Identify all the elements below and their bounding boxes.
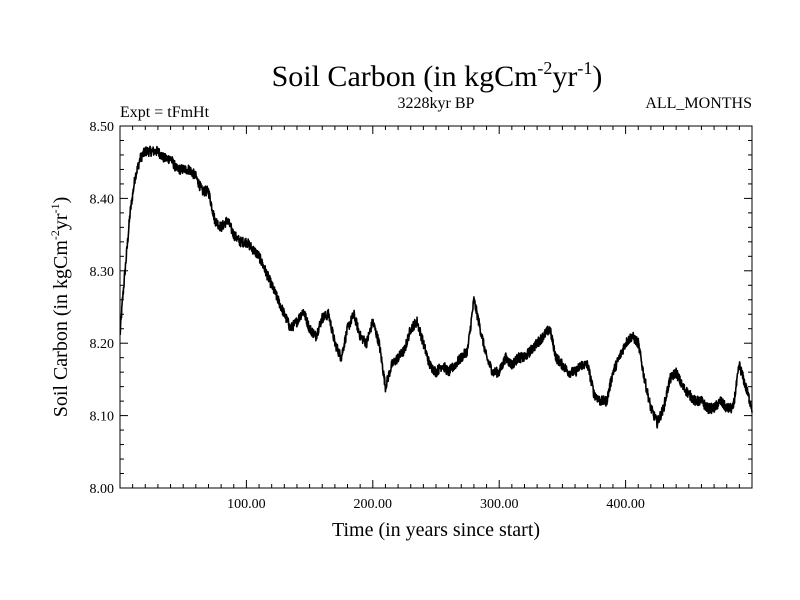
months-label: ALL_MONTHS bbox=[645, 95, 752, 112]
chart-title: Soil Carbon (in kgCm-2yr-1) bbox=[272, 58, 603, 93]
x-axis-label: Time (in years since start) bbox=[332, 519, 540, 541]
soil-carbon-line bbox=[119, 145, 753, 429]
y-tick-label: 8.20 bbox=[90, 337, 115, 352]
x-tick-label: 200.00 bbox=[354, 497, 393, 512]
ylabel-main-text: Soil Carbon (in kgCm bbox=[50, 240, 72, 418]
axis-ticks: 100.00 200.00 300.00 400.00 8.00 8.10 8.20 8.30… bbox=[90, 120, 752, 512]
y-tick-label: 8.30 bbox=[90, 265, 115, 280]
x-tick-label: 300.00 bbox=[480, 497, 519, 512]
ylabel-end-text: ) bbox=[50, 197, 72, 204]
title-end-text: ) bbox=[592, 60, 602, 93]
y-tick-label: 8.40 bbox=[90, 192, 115, 207]
y-axis-label: Soil Carbon (in kgCm-2yr-1) bbox=[48, 197, 72, 418]
title-mid-text: yr bbox=[552, 60, 577, 93]
x-tick-label: 100.00 bbox=[227, 497, 266, 512]
ylabel-sup2: -1 bbox=[48, 203, 62, 213]
plot-frame bbox=[119, 125, 753, 489]
ylabel-sup1: -2 bbox=[48, 230, 62, 240]
y-tick-label: 8.50 bbox=[90, 120, 115, 135]
y-tick-label: 8.00 bbox=[90, 482, 115, 497]
title-sup1: -2 bbox=[537, 58, 552, 78]
y-tick-label: 8.10 bbox=[90, 410, 115, 425]
x-tick-label: 400.00 bbox=[606, 497, 645, 512]
experiment-label: Expt = tFmHt bbox=[120, 104, 210, 121]
title-sup2: -1 bbox=[577, 58, 592, 78]
data-series bbox=[119, 145, 753, 429]
ylabel-mid-text: yr bbox=[50, 213, 72, 230]
period-label: 3228kyr BP bbox=[398, 95, 475, 112]
title-main-text: Soil Carbon (in kgCm bbox=[272, 60, 538, 93]
